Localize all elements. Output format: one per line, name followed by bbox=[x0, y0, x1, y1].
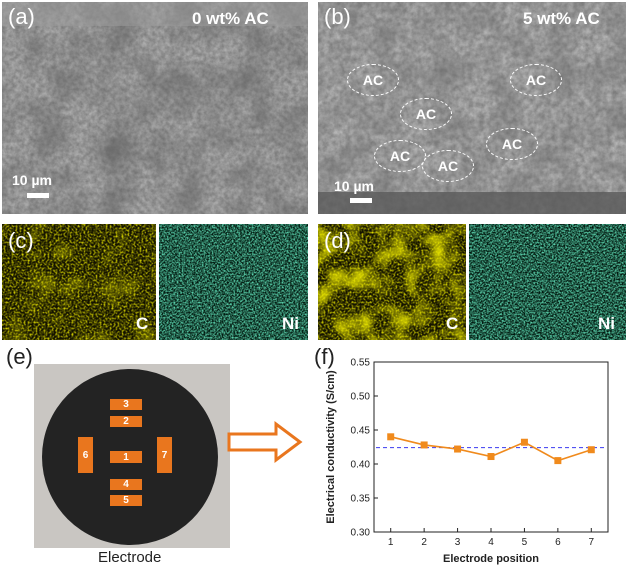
y-axis-title: Electrical conductivity (S/cm) bbox=[325, 370, 337, 524]
x-axis-title: Electrode position bbox=[443, 553, 539, 565]
ac-annotation: AC bbox=[422, 150, 474, 182]
map-label-carbon-d: C bbox=[446, 314, 459, 333]
data-point bbox=[487, 453, 495, 461]
scale-bar-label-b: 10 µm bbox=[334, 178, 374, 194]
carbon-map-texture bbox=[318, 224, 466, 340]
nickel-map-texture bbox=[159, 224, 308, 340]
ac-annotation: AC bbox=[374, 140, 426, 172]
y-tick-label: 0.50 bbox=[351, 392, 371, 403]
eds-map-carbon-0wt bbox=[2, 224, 156, 340]
probe-pad: 6 bbox=[78, 437, 93, 473]
probe-pad: 1 bbox=[110, 451, 142, 463]
x-tick-label: 5 bbox=[522, 537, 528, 548]
eds-map-nickel-5wt bbox=[469, 224, 626, 340]
y-tick-label: 0.45 bbox=[351, 426, 371, 437]
panel-letter-f: (f) bbox=[314, 344, 335, 369]
carbon-map-texture bbox=[2, 224, 156, 340]
panel-letter-a: (a) bbox=[8, 4, 35, 29]
x-tick-label: 6 bbox=[555, 537, 561, 548]
conductivity-chart: 0.30 0.35 0.40 0.45 0.50 0.55 1 2 3 4 5 6 7 Electrode… bbox=[325, 358, 609, 565]
probe-pad: 4 bbox=[110, 479, 142, 490]
y-tick-label: 0.40 bbox=[351, 460, 371, 471]
probe-pad: 3 bbox=[110, 399, 142, 410]
x-tick-label: 2 bbox=[421, 537, 427, 548]
data-point bbox=[554, 457, 562, 465]
map-label-nickel-c: Ni bbox=[282, 314, 299, 333]
scale-bar-label-a: 10 µm bbox=[12, 172, 52, 188]
ac-annotation: AC bbox=[486, 128, 538, 160]
eds-map-carbon-5wt bbox=[318, 224, 466, 340]
eds-map-nickel-0wt bbox=[159, 224, 308, 340]
sem-texture bbox=[2, 2, 308, 214]
x-tick-label: 4 bbox=[488, 537, 494, 548]
y-tick-label: 0.35 bbox=[351, 494, 371, 505]
probe-pad: 7 bbox=[157, 437, 172, 473]
data-point bbox=[420, 441, 428, 449]
x-tick-label: 3 bbox=[455, 537, 461, 548]
map-label-nickel-d: Ni bbox=[598, 314, 615, 333]
electrode-caption: Electrode bbox=[98, 549, 162, 566]
data-point bbox=[520, 438, 528, 446]
ac-annotation: AC bbox=[400, 98, 452, 130]
scale-bar-b bbox=[350, 198, 372, 203]
map-label-carbon-c: C bbox=[136, 314, 149, 333]
y-tick-label: 0.30 bbox=[351, 528, 371, 539]
ac-annotation: AC bbox=[347, 64, 399, 96]
nickel-map-texture bbox=[469, 224, 626, 340]
x-tick-label: 7 bbox=[589, 537, 595, 548]
right-arrow-icon bbox=[227, 421, 303, 463]
x-tick-label: 1 bbox=[388, 537, 394, 548]
electrode-photo: 3 2 6 1 7 4 5 bbox=[34, 364, 230, 548]
scale-bar-a bbox=[27, 193, 49, 198]
sem-texture bbox=[318, 2, 626, 214]
probe-pad: 2 bbox=[110, 416, 142, 427]
data-point bbox=[387, 433, 395, 441]
sem-image-0wt bbox=[2, 2, 308, 214]
panel-letter-c: (c) bbox=[8, 228, 34, 253]
data-point bbox=[454, 445, 462, 453]
panel-letter-e: (e) bbox=[6, 344, 33, 369]
panel-letter-b: (b) bbox=[324, 4, 351, 29]
probe-pad: 5 bbox=[110, 495, 142, 506]
ac-annotation: AC bbox=[510, 64, 562, 96]
y-tick-label: 0.55 bbox=[351, 358, 371, 369]
plot-frame bbox=[373, 361, 609, 533]
sem-image-5wt bbox=[318, 2, 626, 214]
sem-label-5wt: 5 wt% AC bbox=[523, 9, 600, 28]
panel-letter-d: (d) bbox=[324, 228, 351, 253]
sem-label-0wt: 0 wt% AC bbox=[192, 9, 269, 28]
data-point bbox=[587, 446, 595, 454]
